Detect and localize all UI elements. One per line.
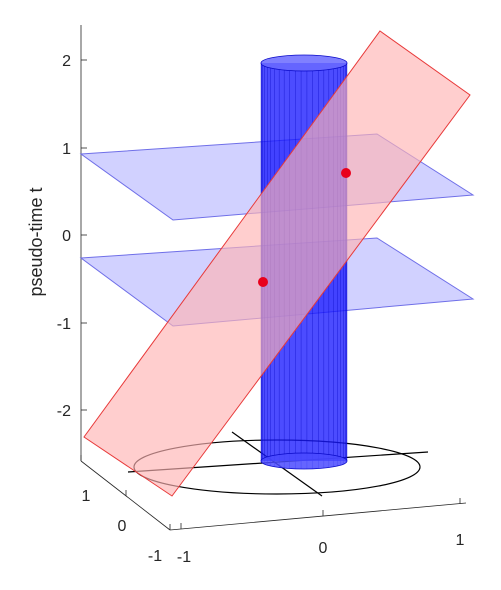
z-ticks [81, 59, 87, 411]
x-axis-line [169, 502, 467, 531]
x-ticks [180, 498, 461, 529]
intersection-point-upper [341, 168, 351, 178]
intersection-points [258, 168, 351, 287]
x-tick-label: 1 [456, 532, 465, 549]
cylinder-top-cap [260, 54, 348, 72]
intersection-point-lower [258, 277, 268, 287]
x-tick-label: -1 [177, 549, 191, 566]
z-tick-label: 1 [62, 141, 71, 158]
y-tick-label: 0 [118, 518, 127, 535]
z-tick-label: -1 [57, 316, 71, 333]
y-ticks [80, 455, 171, 530]
y-tick-label: 1 [82, 488, 91, 505]
x-tick-labels: -1 0 1 [177, 532, 465, 566]
z-tick-labels: 2 1 0 -1 -2 [57, 53, 71, 420]
cylinder-bottom-cap [260, 452, 348, 470]
z-tick-label: 0 [62, 228, 71, 245]
z-tick-label: -2 [57, 403, 71, 420]
y-tick-label: -1 [148, 548, 162, 565]
z-axis-label: pseudo-time t [26, 187, 46, 296]
slanted-plane [83, 30, 471, 497]
y-axis-line [80, 460, 171, 531]
axis-lines [80, 25, 467, 531]
x-tick-label: 0 [319, 540, 328, 557]
z-tick-label: 2 [62, 53, 71, 70]
y-tick-labels: 1 0 -1 [82, 488, 163, 565]
